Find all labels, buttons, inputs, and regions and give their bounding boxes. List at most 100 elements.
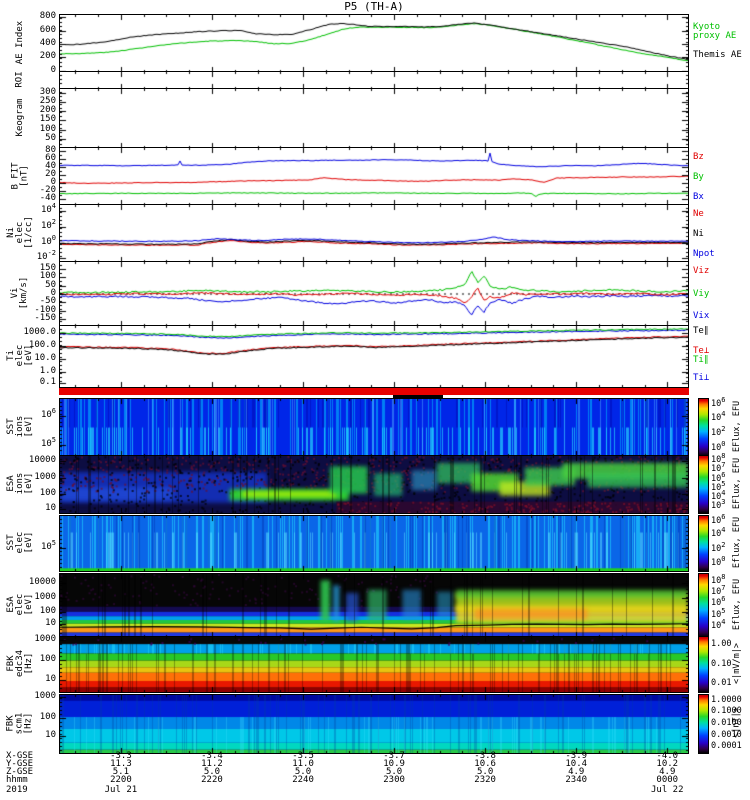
axis-col5-zgse: 4.9 <box>568 767 585 777</box>
exponent: 6 <box>721 471 726 480</box>
bfit-ytick-3: 20 <box>45 169 56 180</box>
fbk1-cbunit: <|mV/m|> <box>726 636 748 691</box>
exponent: 4 <box>721 489 726 498</box>
fbk2-ytick-1: 100 <box>39 712 56 723</box>
page-title: P5 (TH-A) <box>344 0 404 13</box>
esa_ions-ytick-2: 100 <box>39 487 56 498</box>
esa_elec-colorbar <box>698 573 709 638</box>
ti-ytick-4: 0.1 <box>39 376 56 387</box>
axis-row-label-Z-GSE: Z-GSE <box>6 767 34 777</box>
bfit-legend-By: By <box>693 171 704 182</box>
panel-fbk2 <box>59 694 689 754</box>
esa_ions-ytick-0: 10000 <box>28 454 56 465</box>
axis-col2-ygse: 11.0 <box>292 759 314 769</box>
fbk1-ytick-0: 1000 <box>34 634 56 645</box>
esa_ions-ytick-3: 10 <box>45 503 56 513</box>
esa_elec-cbunit-text: Eflux, EFU <box>731 578 742 630</box>
esa_ions-cbunit-text: EFlux, EFU <box>731 457 742 509</box>
esa_elec-cbtick-3: 105 <box>711 606 726 620</box>
ni-ytick-3: 10-2 <box>36 249 56 262</box>
exponent: -2 <box>47 249 56 257</box>
exponent: 4 <box>721 618 726 627</box>
ti-ytick-0: 1000.0 <box>23 326 56 337</box>
exponent: 0 <box>721 555 726 564</box>
exponent: 8 <box>721 451 726 460</box>
sst_elec-cbtick-1: 104 <box>711 526 726 540</box>
keogram-ytick-5: 50 <box>45 133 56 144</box>
panel-keogram <box>59 88 689 149</box>
axis-col4-ygse: 10.6 <box>474 759 496 769</box>
axis-row-label-Y-GSE: Y-GSE <box>6 759 34 769</box>
panel-fbk1 <box>59 636 689 693</box>
axis-row-label-2019: 2019 <box>6 785 28 795</box>
exponent: 5 <box>51 538 56 547</box>
esa_elec-cbtick-0: 108 <box>711 572 726 586</box>
panel-vi <box>59 261 689 327</box>
panel-bfit <box>59 147 689 206</box>
ti-legend-Te∥: Te∥ <box>693 325 709 336</box>
ni-ytick-1: 102 <box>40 218 56 232</box>
ti-legend-Ti∥: Ti∥ <box>693 354 709 365</box>
sst_ions-cbtick-0: 106 <box>711 395 726 409</box>
keogram-ytick-2: 200 <box>39 104 56 115</box>
sst_ions-plot-area <box>60 399 688 456</box>
ti-plot-area <box>60 326 688 387</box>
fbk1-plot-area <box>60 637 688 692</box>
exponent: 0 <box>721 440 726 449</box>
sst_elec-cbtick-2: 102 <box>711 541 726 555</box>
esa_elec-cbunit: Eflux, EFU <box>726 573 748 636</box>
fbk1-ytick-1: 100 <box>39 654 56 665</box>
keogram-plot-area <box>60 89 688 148</box>
sst_elec-colorbar <box>698 515 709 572</box>
sst_ions-ytick-0: 106 <box>40 407 56 421</box>
axis-col3-zgse: 5.0 <box>385 767 403 777</box>
bfit-ytick-6: -40 <box>39 193 56 204</box>
vi-ytick-2: 50 <box>45 279 56 290</box>
ae-ytick-1: 600 <box>39 24 56 35</box>
fbk2-cbtick-1: 0.1000 <box>711 706 742 717</box>
vi-legend-Viz: Viz <box>693 266 710 277</box>
keogram-ytick-3: 150 <box>39 114 56 125</box>
axis-col0-ygse: 11.3 <box>110 759 132 769</box>
panel-ti <box>59 325 689 388</box>
axis-col6-hhmm: 0000 <box>656 775 679 785</box>
axis-col1-zgse: 5.0 <box>203 767 221 777</box>
esa_ions-plot-area <box>60 456 688 513</box>
ae-legend-Kyoto: Kyoto proxy AE <box>693 22 737 42</box>
fbk2-cbtick-4: 0.0001 <box>711 741 742 752</box>
ylabel-fbk2: FBK scm1 [Hz] <box>2 694 52 752</box>
panel-ae <box>59 14 689 73</box>
exponent: 6 <box>51 407 56 416</box>
bfit-legend-Bx: Bx <box>693 191 704 202</box>
ae-legend-Themis AE: Themis AE <box>693 50 742 61</box>
sst_elec-cbunit: Eflux, EFU <box>726 515 748 570</box>
sst_ions-colorbar <box>698 398 709 457</box>
vi-ytick-5: -100 <box>34 304 56 315</box>
sst_elec-cbtick-3: 100 <box>711 555 726 569</box>
exponent: 2 <box>721 425 726 434</box>
bfit-ytick-5: -20 <box>39 185 56 196</box>
ae-ytick-0: 800 <box>39 11 56 22</box>
axis-col0-xgse: -3.3 <box>110 751 132 761</box>
ni-plot-area <box>60 205 688 262</box>
sst_elec-cbunit-text: Eflux, EFU <box>731 516 742 568</box>
fast-survey-mode-bar <box>59 388 689 395</box>
axis-col6-ygse: 10.2 <box>656 759 679 769</box>
bfit-ytick-1: 60 <box>45 153 56 164</box>
esa_elec-cbtick-1: 107 <box>711 584 726 597</box>
sst_elec-cbtick-0: 106 <box>711 512 726 526</box>
vi-ytick-0: 150 <box>39 263 56 274</box>
esa_ions-cbtick-5: 103 <box>711 498 726 512</box>
fbk2-cbtick-3: 0.0010 <box>711 729 742 740</box>
exponent: 7 <box>721 461 726 470</box>
vi-ytick-1: 100 <box>39 271 56 282</box>
bfit-ytick-2: 40 <box>45 161 56 172</box>
axis-col3-ygse: 10.9 <box>383 759 405 769</box>
esa_ions-cbtick-2: 106 <box>711 471 726 484</box>
ti-legend-Ti⊥: Ti⊥ <box>693 372 710 383</box>
ti-ytick-1: 100.0 <box>28 340 56 351</box>
axis-col0-hhmm: 2200 <box>110 775 132 785</box>
keogram-ytick-1: 250 <box>39 95 56 106</box>
bfit-plot-area <box>60 148 688 205</box>
